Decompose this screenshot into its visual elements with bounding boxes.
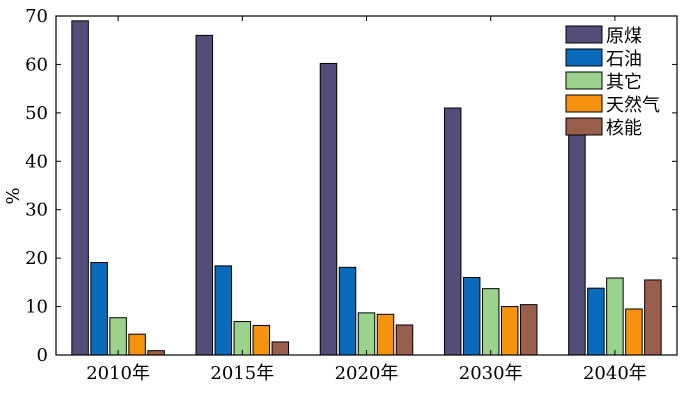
x-tick-label: 2040年: [583, 363, 647, 384]
bar: [443, 107, 462, 356]
legend-swatch: [565, 25, 603, 44]
legend-label: 核能: [606, 118, 642, 139]
bar: [462, 277, 481, 356]
y-tick-label: 10: [25, 297, 48, 318]
x-tick-label: 2010年: [86, 363, 150, 384]
legend-label: 天然气: [606, 95, 660, 116]
y-tick-label: 40: [25, 151, 48, 172]
y-tick-label: 30: [25, 200, 48, 221]
bar: [271, 341, 290, 356]
bar: [109, 317, 127, 356]
bar: [195, 34, 214, 356]
legend-swatch: [565, 48, 603, 67]
bar: [481, 288, 500, 356]
bar: [71, 20, 89, 356]
legend-swatch: [565, 94, 603, 113]
y-axis-title: %: [3, 187, 24, 204]
plot-frame: [55, 15, 678, 356]
bar: [568, 129, 586, 356]
bar: [233, 321, 252, 356]
legend-label: 石油: [606, 49, 642, 70]
bar: [625, 308, 643, 356]
y-tick-label: 50: [25, 103, 48, 124]
bar: [357, 312, 376, 356]
bar: [214, 265, 233, 356]
bar: [319, 62, 338, 356]
bar: [128, 333, 146, 356]
bar: [606, 277, 624, 356]
legend-label: 原煤: [606, 26, 642, 47]
y-axis: 0 10 20 30 40 50 60 70: [25, 6, 677, 366]
bars-layer: [71, 20, 662, 356]
bar: [252, 324, 271, 356]
bar: [644, 279, 662, 356]
x-tick-label: 2030年: [459, 363, 523, 384]
bar: [338, 266, 357, 356]
y-tick-label: 20: [25, 248, 48, 269]
y-tick-label: 0: [37, 345, 48, 366]
bar: [395, 324, 414, 356]
bar: [147, 350, 165, 356]
bar: [500, 306, 519, 356]
x-axis: 2010年 2015年 2020年 2030年 2040年: [86, 16, 647, 384]
legend-swatch: [565, 117, 603, 136]
bar: [376, 313, 395, 356]
x-tick-label: 2020年: [335, 363, 399, 384]
y-tick-label: 60: [25, 54, 48, 75]
bar: [90, 262, 108, 356]
bar: [519, 304, 538, 356]
legend-swatch: [565, 71, 603, 90]
x-tick-label: 2015年: [210, 363, 274, 384]
legend-label: 其它: [606, 72, 642, 93]
y-tick-label: 70: [25, 6, 48, 27]
bar: [587, 287, 605, 356]
